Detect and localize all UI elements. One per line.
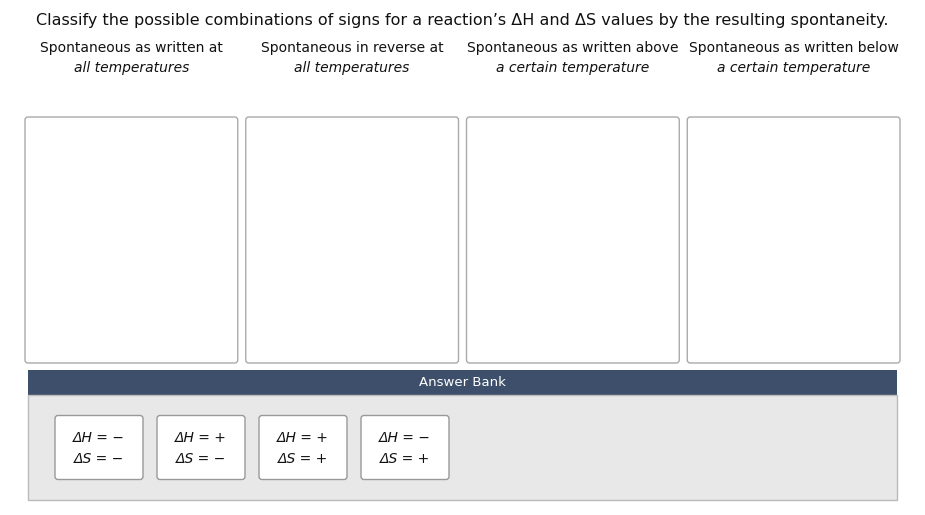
Text: all temperatures: all temperatures — [74, 61, 189, 75]
Text: ΔH = −: ΔH = − — [379, 431, 431, 444]
FancyBboxPatch shape — [28, 370, 897, 395]
FancyBboxPatch shape — [259, 416, 347, 479]
Text: Classify the possible combinations of signs for a reaction’s ΔH and ΔS values by: Classify the possible combinations of si… — [36, 13, 888, 28]
Text: ΔH = +: ΔH = + — [278, 431, 329, 444]
Text: Spontaneous as written below: Spontaneous as written below — [689, 41, 898, 55]
Text: a certain temperature: a certain temperature — [717, 61, 870, 75]
FancyBboxPatch shape — [28, 395, 897, 500]
FancyBboxPatch shape — [25, 117, 238, 363]
FancyBboxPatch shape — [246, 117, 459, 363]
Text: ΔS = −: ΔS = − — [176, 452, 226, 466]
Text: Answer Bank: Answer Bank — [419, 376, 506, 389]
Text: a certain temperature: a certain temperature — [496, 61, 649, 75]
FancyBboxPatch shape — [687, 117, 900, 363]
FancyBboxPatch shape — [157, 416, 245, 479]
Text: Spontaneous in reverse at: Spontaneous in reverse at — [261, 41, 443, 55]
Text: ΔS = +: ΔS = + — [380, 452, 430, 466]
Text: ΔH = +: ΔH = + — [175, 431, 227, 444]
Text: Spontaneous as written above: Spontaneous as written above — [467, 41, 679, 55]
Text: Spontaneous as written at: Spontaneous as written at — [40, 41, 223, 55]
Text: all temperatures: all temperatures — [294, 61, 410, 75]
Text: ΔH = −: ΔH = − — [73, 431, 125, 444]
FancyBboxPatch shape — [55, 416, 143, 479]
Text: ΔS = −: ΔS = − — [74, 452, 124, 466]
FancyBboxPatch shape — [466, 117, 679, 363]
Text: ΔS = +: ΔS = + — [278, 452, 328, 466]
FancyBboxPatch shape — [361, 416, 449, 479]
